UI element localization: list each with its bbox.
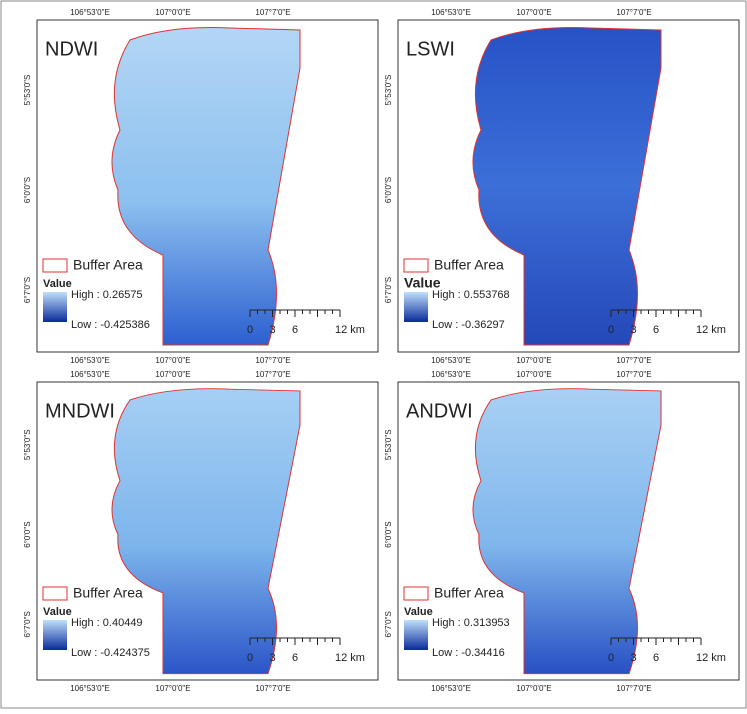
legend-high: High : 0.553768 <box>432 289 510 301</box>
map-panel: MNDWI 106°53'0"E 106°53'0"E 107°0'0"E 107°0'… <box>23 370 378 693</box>
x-coord-label: 107°7'0"E <box>255 370 290 379</box>
scale-bar-label: 0 <box>247 652 253 664</box>
legend-value-title: Value <box>404 606 433 618</box>
x-coord-label: 106°53'0"E <box>431 370 471 379</box>
legend-high: High : 0.40449 <box>71 617 143 629</box>
legend-buffer-swatch <box>404 259 428 272</box>
legend-low: Low : -0.34416 <box>432 647 505 659</box>
scale-bar-label: 3 <box>269 652 275 664</box>
legend-low: Low : -0.424375 <box>71 647 150 659</box>
x-coord-label: 107°0'0"E <box>155 370 190 379</box>
panel-title: ANDWI <box>406 400 473 422</box>
legend-buffer-label: Buffer Area <box>73 257 143 273</box>
map-panel: NDWI 106°53'0"E 106°53'0"E 107°0'0"E 107°0'0… <box>23 8 378 365</box>
legend-buffer-swatch <box>43 259 67 272</box>
y-coord-label: 6°0'0"S <box>23 521 32 547</box>
scale-bar-label: 3 <box>269 324 275 336</box>
map-panel: ANDWI 106°53'0"E 106°53'0"E 107°0'0"E 107°0'… <box>384 370 739 693</box>
scale-bar-label: 3 <box>630 324 636 336</box>
x-coord-label: 107°7'0"E <box>255 8 290 17</box>
y-coord-label: 6°7'0"S <box>384 277 393 303</box>
scale-bar-label: 3 <box>630 652 636 664</box>
legend-low: Low : -0.36297 <box>432 319 505 331</box>
x-coord-label: 107°0'0"E <box>516 684 551 693</box>
legend-gradient <box>43 292 67 322</box>
x-coord-label: 106°53'0"E <box>70 8 110 17</box>
legend-high: High : 0.26575 <box>71 289 143 301</box>
scale-bar-label: 0 <box>608 324 614 336</box>
scale-bar-label: 12 km <box>696 324 726 336</box>
panel-title: MNDWI <box>45 400 115 422</box>
scale-bar-label: 12 km <box>335 324 365 336</box>
x-coord-label: 107°0'0"E <box>516 8 551 17</box>
panel-title: LSWI <box>406 38 455 60</box>
legend-buffer-swatch <box>43 587 67 600</box>
y-coord-label: 5°53'0"S <box>384 75 393 106</box>
y-coord-label: 6°0'0"S <box>23 177 32 203</box>
y-coord-label: 6°7'0"S <box>23 611 32 637</box>
x-coord-label: 106°53'0"E <box>70 684 110 693</box>
x-coord-label: 106°53'0"E <box>431 684 471 693</box>
x-coord-label: 107°0'0"E <box>516 370 551 379</box>
scale-bar-label: 0 <box>247 324 253 336</box>
legend-high: High : 0.313953 <box>432 617 510 629</box>
x-coord-label: 107°0'0"E <box>516 356 551 365</box>
scale-bar-label: 12 km <box>335 652 365 664</box>
x-coord-label: 107°7'0"E <box>616 370 651 379</box>
x-coord-label: 107°7'0"E <box>616 684 651 693</box>
figure: NDWI 106°53'0"E 106°53'0"E 107°0'0"E 107°0'0… <box>0 0 747 709</box>
legend-low: Low : -0.425386 <box>71 319 150 331</box>
legend-value-title: Value <box>43 278 72 290</box>
x-coord-label: 106°53'0"E <box>70 370 110 379</box>
legend-value-title: Value <box>43 606 72 618</box>
x-coord-label: 106°53'0"E <box>431 356 471 365</box>
legend-buffer-swatch <box>404 587 428 600</box>
legend-buffer-label: Buffer Area <box>434 585 504 601</box>
x-coord-label: 107°7'0"E <box>255 356 290 365</box>
scale-bar-label: 6 <box>292 652 298 664</box>
y-coord-label: 5°53'0"S <box>23 75 32 106</box>
legend-gradient <box>404 292 428 322</box>
legend-gradient <box>43 620 67 650</box>
legend-gradient <box>404 620 428 650</box>
legend-buffer-label: Buffer Area <box>434 257 504 273</box>
x-coord-label: 107°0'0"E <box>155 8 190 17</box>
x-coord-label: 106°53'0"E <box>431 8 471 17</box>
x-coord-label: 107°0'0"E <box>155 684 190 693</box>
panel-title: NDWI <box>45 38 98 60</box>
x-coord-label: 106°53'0"E <box>70 356 110 365</box>
y-coord-label: 6°7'0"S <box>23 277 32 303</box>
legend-buffer-label: Buffer Area <box>73 585 143 601</box>
scale-bar-label: 6 <box>292 324 298 336</box>
x-coord-label: 107°7'0"E <box>255 684 290 693</box>
x-coord-label: 107°7'0"E <box>616 356 651 365</box>
y-coord-label: 6°7'0"S <box>384 611 393 637</box>
y-coord-label: 5°53'0"S <box>384 429 393 460</box>
scale-bar-label: 0 <box>608 652 614 664</box>
y-coord-label: 6°0'0"S <box>384 521 393 547</box>
x-coord-label: 107°0'0"E <box>155 356 190 365</box>
map-panel: LSWI 106°53'0"E 106°53'0"E 107°0'0"E 107°0'0… <box>384 8 739 365</box>
y-coord-label: 6°0'0"S <box>384 177 393 203</box>
y-coord-label: 5°53'0"S <box>23 429 32 460</box>
scale-bar-label: 12 km <box>696 652 726 664</box>
x-coord-label: 107°7'0"E <box>616 8 651 17</box>
scale-bar-label: 6 <box>653 652 659 664</box>
scale-bar-label: 6 <box>653 324 659 336</box>
